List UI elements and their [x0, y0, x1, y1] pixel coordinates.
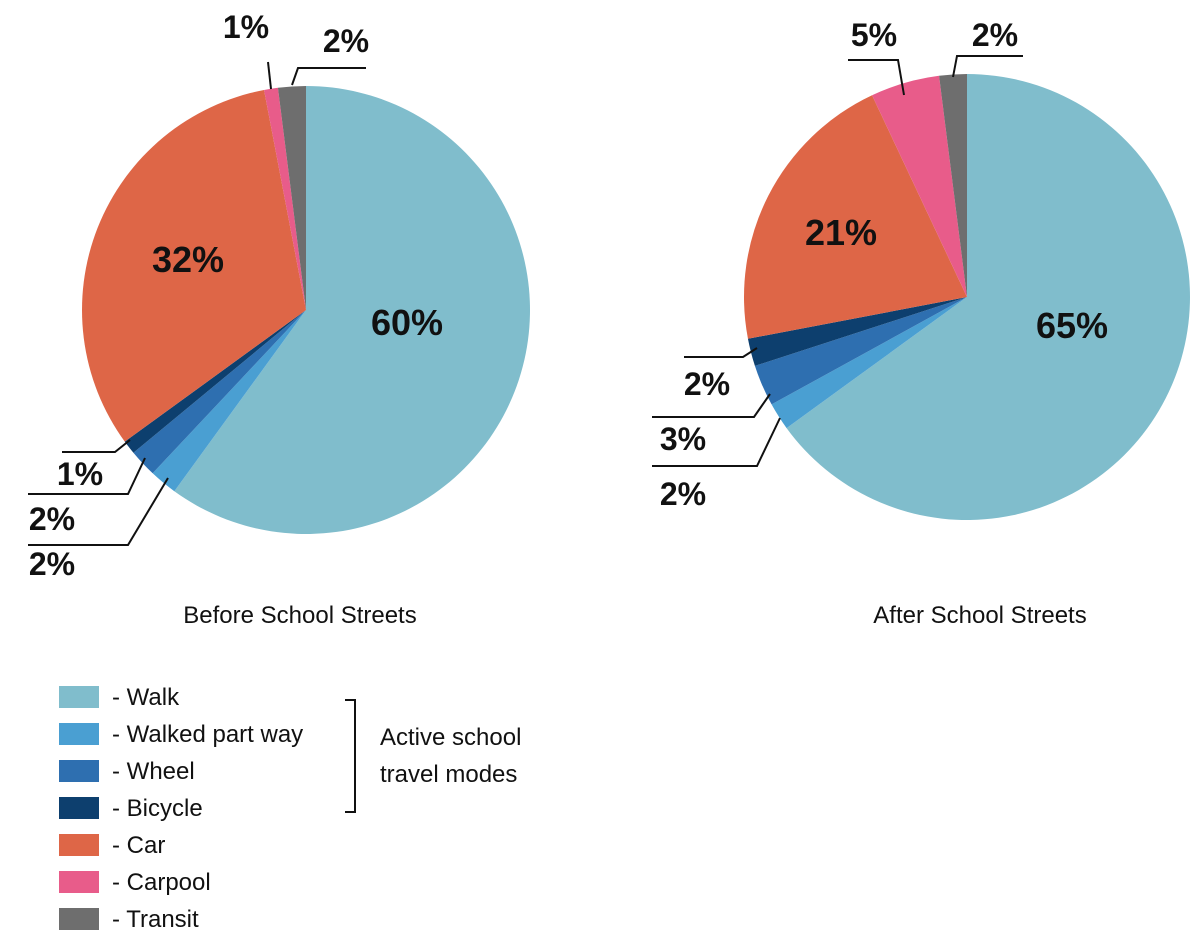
pie-before-label-transit: 2% [323, 23, 369, 59]
pie-after-label-transit: 2% [972, 17, 1018, 53]
legend-label-walked-part-way: - Walked part way [112, 721, 303, 748]
caption-after: After School Streets [873, 602, 1086, 629]
legend-swatch-transit [59, 908, 99, 930]
pie-after-label-car: 21% [805, 212, 877, 253]
pie-after-leader-carpool [848, 59, 905, 96]
pie-before-leader-bicycle [62, 439, 131, 453]
pie-before-leader-walked-part-way [28, 477, 169, 546]
pie-before-label-carpool: 1% [223, 9, 269, 45]
pie-before-label-bicycle: 1% [57, 456, 103, 492]
pie-after-slice-car [743, 95, 967, 339]
pie-after-slice-bicycle [747, 297, 967, 366]
legend-swatch-walk [59, 686, 99, 708]
pie-before-slice-wheel [133, 310, 306, 474]
legend-label-carpool: - Carpool [112, 869, 211, 896]
pie-before-school-streets: 60% 2% 2% 1% 32% 1% 2% [28, 9, 531, 582]
pie-before-slice-walk [174, 86, 531, 534]
caption-before: Before School Streets [183, 602, 416, 629]
legend-swatch-walked-part-way [59, 723, 99, 745]
pie-after-school-streets: 65% 2% 3% 2% 21% 5% 2% [652, 17, 1190, 520]
legend-label-bicycle: - Bicycle [112, 795, 203, 822]
pie-before-slice-transit [277, 86, 306, 310]
pie-after-slice-carpool [872, 75, 967, 297]
legend-group-label-line1: Active school [380, 724, 521, 751]
pie-before-label-walk: 60% [371, 302, 443, 343]
pie-after-slice-wheel [754, 297, 967, 405]
pie-after-leader-walked-part-way [652, 417, 781, 467]
legend-group-bracket [345, 699, 356, 813]
pie-after-label-walked-part-way: 2% [660, 476, 706, 512]
pie-before-leader-wheel [28, 457, 146, 495]
pie-before-label-car: 32% [152, 239, 224, 280]
pie-before-label-wheel: 2% [29, 501, 75, 537]
legend-label-car: - Car [112, 832, 165, 859]
pie-before-leader-carpool [267, 61, 272, 90]
pie-after-slice-transit [939, 74, 967, 297]
legend-swatch-bicycle [59, 797, 99, 819]
pie-before-slice-car [82, 89, 306, 442]
legend-swatch-carpool [59, 871, 99, 893]
pie-before-slice-bicycle [124, 310, 306, 453]
legend-label-walk: - Walk [112, 684, 180, 711]
pie-before-slice-walked-part-way [152, 310, 306, 492]
pie-before-slice-carpool [264, 87, 306, 311]
legend-swatch-car [59, 834, 99, 856]
legend: - Walk - Walked part way - Wheel - Bicycle -… [59, 684, 303, 933]
pie-after-label-walk: 65% [1036, 305, 1108, 346]
pie-before-label-walked-part-way: 2% [29, 546, 75, 582]
pie-after-slice-walk [786, 74, 1190, 520]
legend-swatch-wheel [59, 760, 99, 782]
pie-after-label-carpool: 5% [851, 17, 897, 53]
legend-label-wheel: - Wheel [112, 758, 195, 785]
pie-after-leader-transit [952, 55, 1023, 78]
pie-after-label-wheel: 3% [660, 421, 706, 457]
pie-after-leader-wheel [652, 393, 771, 418]
legend-label-transit: - Transit [112, 906, 199, 933]
legend-group-label-line2: travel modes [380, 761, 517, 788]
pie-after-label-bicycle: 2% [684, 366, 730, 402]
pie-after-leader-bicycle [684, 347, 758, 358]
pie-before-leader-transit [291, 67, 366, 86]
pie-after-slice-walked-part-way [771, 297, 967, 429]
